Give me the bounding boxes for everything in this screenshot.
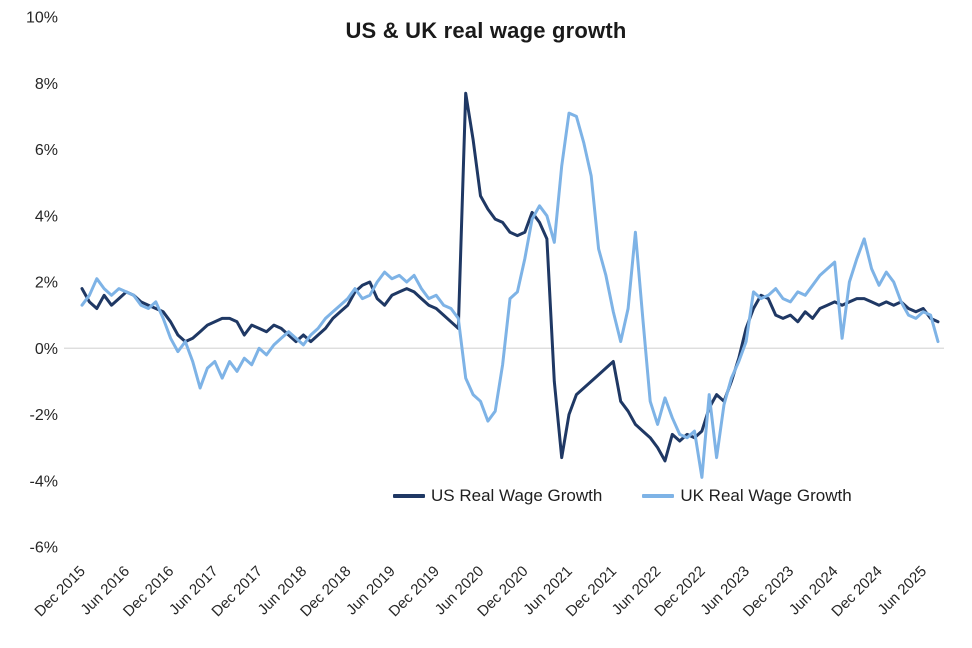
y-tick-label: -2% xyxy=(30,407,58,424)
y-tick-label: 4% xyxy=(35,208,58,225)
legend-item-uk: UK Real Wage Growth xyxy=(642,486,852,506)
y-tick-label: 0% xyxy=(35,341,58,358)
chart-legend: US Real Wage Growth UK Real Wage Growth xyxy=(393,486,852,506)
legend-label-uk: UK Real Wage Growth xyxy=(680,486,852,505)
series-line-uk xyxy=(80,111,940,479)
y-tick-label: 10% xyxy=(26,10,58,27)
x-tick-label: Dec 2015 xyxy=(31,563,88,620)
y-tick-label: 8% xyxy=(35,76,58,93)
legend-item-us: US Real Wage Growth xyxy=(393,486,602,506)
uk-line-swatch-icon xyxy=(642,494,675,498)
y-tick-label: 6% xyxy=(35,142,58,159)
us-line-swatch-icon xyxy=(393,494,425,498)
y-tick-label: 2% xyxy=(35,275,58,292)
series-line-us xyxy=(80,91,940,463)
chart-title: US & UK real wage growth xyxy=(345,18,627,43)
legend-label-us: US Real Wage Growth xyxy=(431,486,603,505)
y-tick-label: -4% xyxy=(30,473,58,490)
x-tick-label: Jun 2025 xyxy=(874,563,930,619)
y-tick-label: -6% xyxy=(30,540,58,557)
